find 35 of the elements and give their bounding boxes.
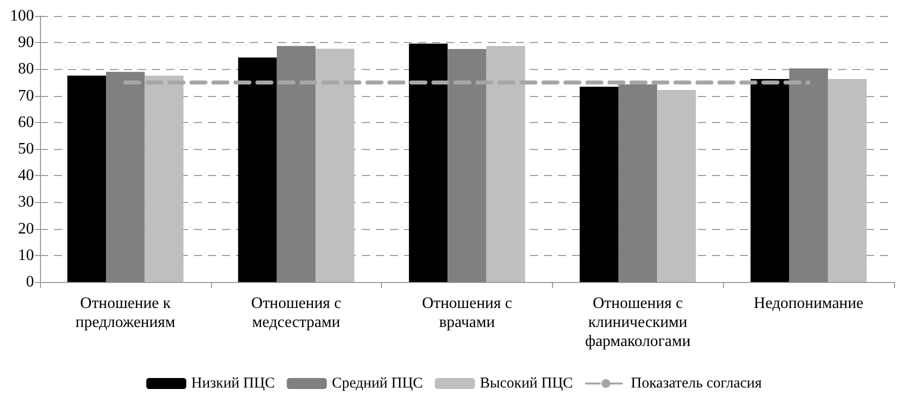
bar [67, 76, 106, 282]
bar [789, 68, 828, 282]
legend-label: Низкий ПЦС [191, 376, 275, 392]
x-tick-label: Недопонимание [754, 295, 864, 312]
bar [106, 72, 145, 282]
bar [486, 46, 526, 282]
bar [238, 57, 277, 282]
x-tick-label: Отношения с врачами [422, 295, 512, 331]
legend-label: Показатель согласия [630, 376, 762, 392]
legend-label: Высокий ПЦС [480, 376, 573, 392]
y-tick-label: 40 [18, 167, 34, 184]
bar [408, 44, 448, 282]
bar [828, 79, 867, 282]
bar [618, 84, 658, 282]
bar [144, 76, 184, 282]
x-tick-label: Отношения с медсестрами [251, 295, 342, 331]
x-tick-label: Отношение к предложениям [76, 295, 176, 331]
y-tick-label: 30 [18, 194, 34, 211]
y-tick-label: 10 [18, 246, 34, 264]
bar [448, 48, 486, 282]
bar [580, 86, 618, 282]
y-tick-label: 0 [26, 274, 34, 290]
x-tick-label: Отношения с клиническими фармакологами [585, 295, 691, 350]
y-tick-label: 100 [10, 8, 34, 24]
y-tick-label: 70 [18, 87, 34, 104]
y-tick-label: 60 [18, 114, 34, 131]
y-tick-label: 80 [18, 60, 34, 78]
y-tick-label: 20 [18, 220, 34, 238]
legend-label: Средний ПЦС [332, 376, 423, 392]
y-tick-label: 90 [18, 34, 34, 52]
y-tick-label: 50 [18, 140, 34, 158]
bar [750, 79, 790, 282]
bar [276, 46, 316, 282]
bar [657, 90, 696, 282]
bar [316, 48, 354, 282]
